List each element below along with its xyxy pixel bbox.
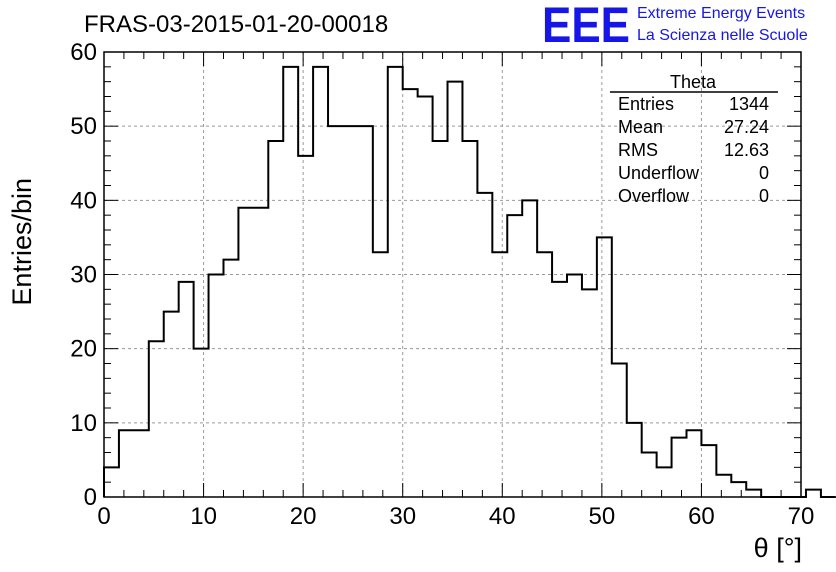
y-tick-label: 10 bbox=[70, 410, 97, 437]
stats-value-underflow: 0 bbox=[759, 163, 769, 183]
stats-box-title: Theta bbox=[670, 72, 717, 92]
stats-value-mean: 27.24 bbox=[724, 117, 769, 137]
stats-value-rms: 12.63 bbox=[724, 140, 769, 160]
y-tick-label: 0 bbox=[84, 484, 97, 511]
x-tick-label: 50 bbox=[589, 503, 616, 530]
y-tick-label: 60 bbox=[70, 39, 97, 66]
y-tick-label: 30 bbox=[70, 262, 97, 289]
stats-label-rms: RMS bbox=[618, 140, 658, 160]
logo-line-2: La Scienza nelle Scuole bbox=[637, 27, 808, 44]
x-tick-label: 30 bbox=[389, 503, 416, 530]
x-tick-label: 20 bbox=[290, 503, 317, 530]
logo-line-1: Extreme Energy Events bbox=[637, 5, 805, 22]
axis-ticks bbox=[103, 51, 802, 498]
eee-logo: EEE Extreme Energy Events La Scienza nel… bbox=[542, 0, 808, 53]
stats-value-overflow: 0 bbox=[759, 186, 769, 206]
y-tick-label: 50 bbox=[70, 113, 97, 140]
histogram-line bbox=[103, 65, 836, 498]
stats-label-underflow: Underflow bbox=[618, 163, 700, 183]
x-tick-label: 60 bbox=[688, 503, 715, 530]
stats-label-overflow: Overflow bbox=[618, 186, 690, 206]
x-tick-label: 40 bbox=[489, 503, 516, 530]
y-tick-label: 40 bbox=[70, 187, 97, 214]
x-axis-label: θ [°] bbox=[754, 533, 802, 563]
stats-box: Theta Entries 1344 Mean 27.24 RMS 12.63 … bbox=[610, 72, 778, 206]
stats-value-entries: 1344 bbox=[729, 94, 769, 114]
x-tick-label: 0 bbox=[97, 503, 110, 530]
stats-label-entries: Entries bbox=[618, 94, 674, 114]
y-tick-label: 20 bbox=[70, 336, 97, 363]
x-tick-label: 10 bbox=[190, 503, 217, 530]
logo-text: EEE bbox=[542, 0, 630, 53]
tick-labels: 0 10 20 30 40 50 60 70 0 10 20 30 40 50 60 bbox=[70, 39, 814, 530]
chart-title: FRAS-03-2015-01-20-00018 bbox=[84, 11, 388, 38]
x-tick-label: 70 bbox=[788, 503, 815, 530]
y-axis-label: Entries/bin bbox=[7, 178, 37, 306]
stats-label-mean: Mean bbox=[618, 117, 663, 137]
